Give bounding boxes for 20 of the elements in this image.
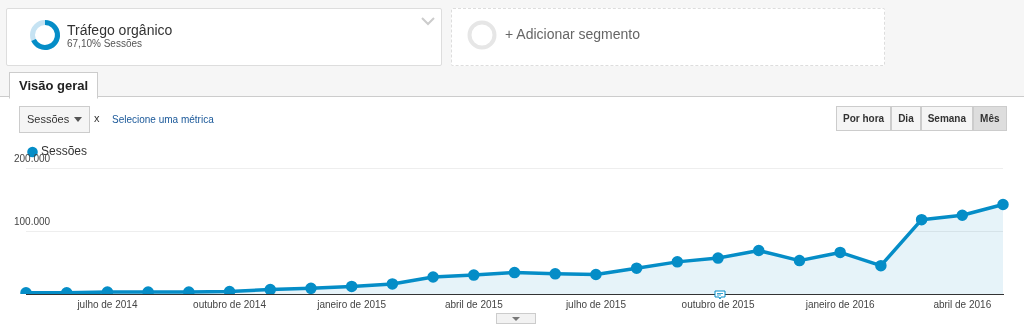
x-tick-label: julho de 2015 bbox=[564, 298, 627, 310]
text: Mês bbox=[973, 106, 1007, 131]
y-tick-label: 100.000 bbox=[14, 215, 51, 227]
text: Dia bbox=[891, 106, 921, 131]
text: Por hora bbox=[836, 106, 892, 131]
x-tick-label: janeiro de 2015 bbox=[316, 298, 387, 310]
x-tick-label: outubro de 2014 bbox=[193, 298, 267, 310]
text: x bbox=[94, 112, 100, 124]
x-tick-label: julho de 2014 bbox=[76, 298, 138, 310]
x-tick-label: abril de 2015 bbox=[444, 298, 504, 310]
x-tick-label: janeiro de 2016 bbox=[804, 298, 876, 310]
chart-subtitle: 67,10% Sessões bbox=[67, 38, 143, 49]
text: Sessões bbox=[27, 113, 70, 125]
x-tick-label: abril de 2016 bbox=[933, 298, 992, 310]
text: + Adicionar segmento bbox=[505, 26, 641, 42]
text: Selecione uma métrica bbox=[112, 114, 214, 125]
chart-title: Tráfego orgânico bbox=[67, 22, 173, 38]
text: Semana bbox=[920, 106, 974, 131]
x-tick-label: outubro de 2015 bbox=[681, 298, 755, 310]
text: Visão geral bbox=[9, 72, 99, 99]
